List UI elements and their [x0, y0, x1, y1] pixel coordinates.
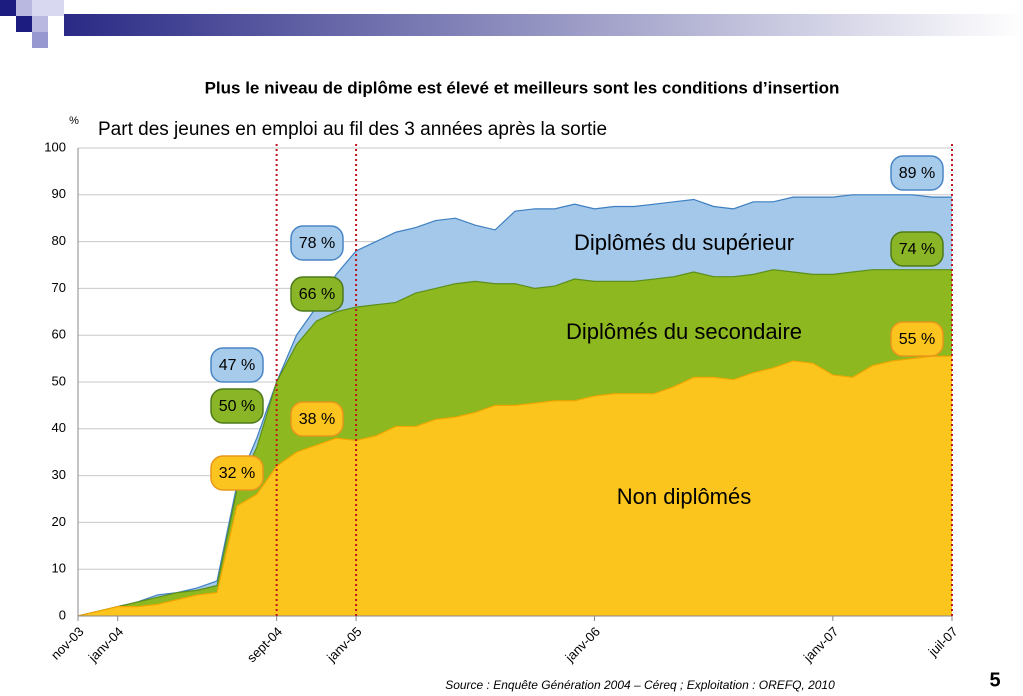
- annotation-label: 74 %: [899, 241, 935, 258]
- series-label: Diplômés du supérieur: [574, 230, 794, 255]
- x-tick-label: juil-07: [925, 624, 961, 660]
- x-tick-label: janv-05: [323, 624, 364, 665]
- y-tick-label: 100: [44, 139, 66, 154]
- x-tick-label: nov-03: [48, 624, 87, 663]
- series-label: Diplômés du secondaire: [566, 319, 802, 344]
- annotation-bubble: [210, 455, 264, 491]
- y-tick-label: 0: [59, 607, 66, 622]
- annotation-bubble: [290, 225, 344, 261]
- annotation-label: 47 %: [219, 357, 255, 374]
- annotation-label: 50 %: [219, 398, 255, 415]
- annotation-bubble: [290, 401, 344, 437]
- area-line: [77, 269, 952, 617]
- chart-title: Plus le niveau de diplôme est élevé et m…: [205, 78, 840, 97]
- x-tick-label: sept-04: [244, 624, 285, 665]
- annotation-bubble: [890, 155, 944, 191]
- annotation-label: 38 %: [299, 411, 335, 428]
- annotation-label: 55 %: [899, 331, 935, 348]
- annotation-label: 32 %: [219, 465, 255, 482]
- page-number: 5: [989, 669, 1000, 691]
- chart-subtitle: Part des jeunes en emploi au fil des 3 a…: [98, 119, 607, 140]
- annotation-bubble: [890, 321, 944, 357]
- annotation-label: 89 %: [899, 165, 935, 182]
- annotation-bubble: [290, 276, 344, 312]
- area: [78, 356, 952, 616]
- x-tick-label: janv-07: [800, 624, 841, 665]
- y-tick-label: 80: [52, 233, 66, 248]
- x-tick-label: janv-06: [562, 624, 603, 665]
- y-tick-label: 50: [52, 373, 66, 388]
- y-tick-label: 40: [52, 420, 66, 435]
- y-tick-label: 70: [52, 280, 66, 295]
- y-tick-label: 90: [52, 186, 66, 201]
- y-tick-label: 10: [52, 561, 66, 576]
- series-label: Non diplômés: [617, 484, 752, 509]
- annotation-bubble: [890, 231, 944, 267]
- y-tick-label: 20: [52, 514, 66, 529]
- annotation-bubble: [210, 388, 264, 424]
- area-line: [77, 355, 952, 617]
- x-tick-label: janv-04: [85, 624, 126, 665]
- annotation-bubble: [210, 347, 264, 383]
- area-line: [77, 194, 952, 617]
- source: Source : Enquête Génération 2004 – Céreq…: [445, 678, 835, 692]
- decoration: [0, 0, 1023, 48]
- y-tick-label: 30: [52, 467, 66, 482]
- annotation-label: 78 %: [299, 235, 335, 252]
- y-tick-label: 60: [52, 327, 66, 342]
- annotation-label: 66 %: [299, 286, 335, 303]
- y-axis-label: %: [69, 115, 79, 127]
